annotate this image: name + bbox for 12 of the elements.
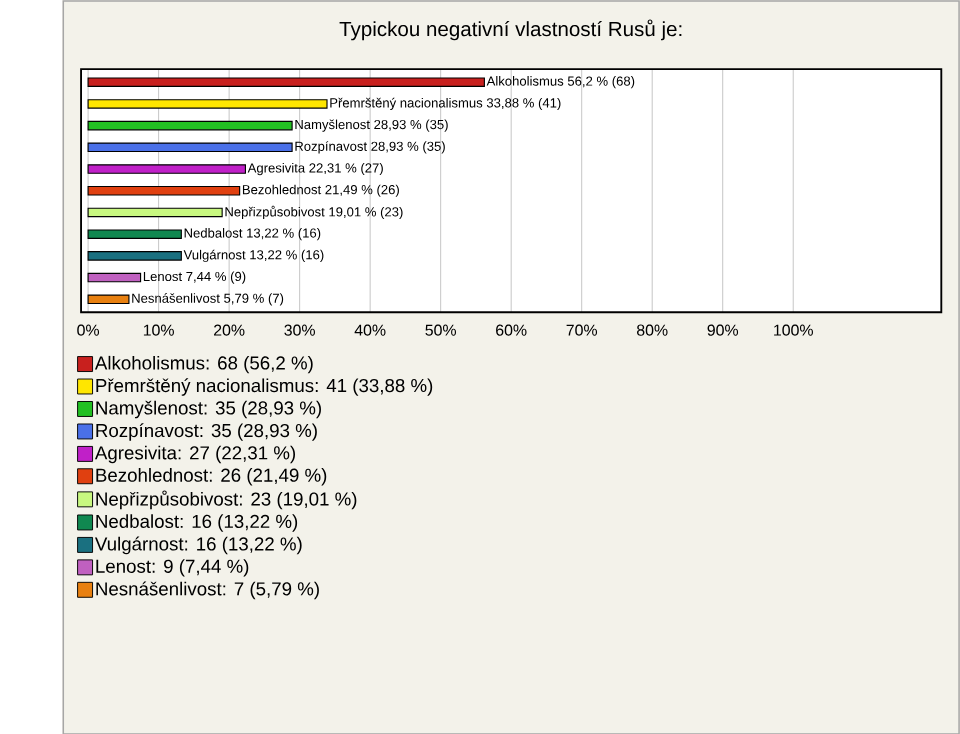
legend-label: Namyšlenost: 35 (28,93 %) [96,400,321,418]
legend-label: Agresivita: 27 (22,31 %) [94,445,296,463]
legend-label: Alkoholismus: 68 (56,2 %) [94,355,313,373]
legend-label: Bezohlednost: 26 (21,49 %) [96,467,327,486]
legend-label: Nesnášenlivost: 7 (5,79 %) [96,581,319,599]
chart-title: Typickou negativní vlastností Rusů je: [339,19,682,40]
legend-label: Lenost: 9 (7,44 %) [96,558,249,577]
legend-label: Nedbalost: 16 (13,22 %) [96,513,298,532]
legend-label: Nepřizpůsobivost: 23 (19,01 %) [96,489,357,509]
legend-label: Rozpínavost: 35 (28,93 %) [96,422,317,441]
legend-label: Vulgárnost: 16 (13,22 %) [94,536,302,554]
legend-label: Přemrštěný nacionalismus: 41 (33,88 %) [96,377,433,396]
